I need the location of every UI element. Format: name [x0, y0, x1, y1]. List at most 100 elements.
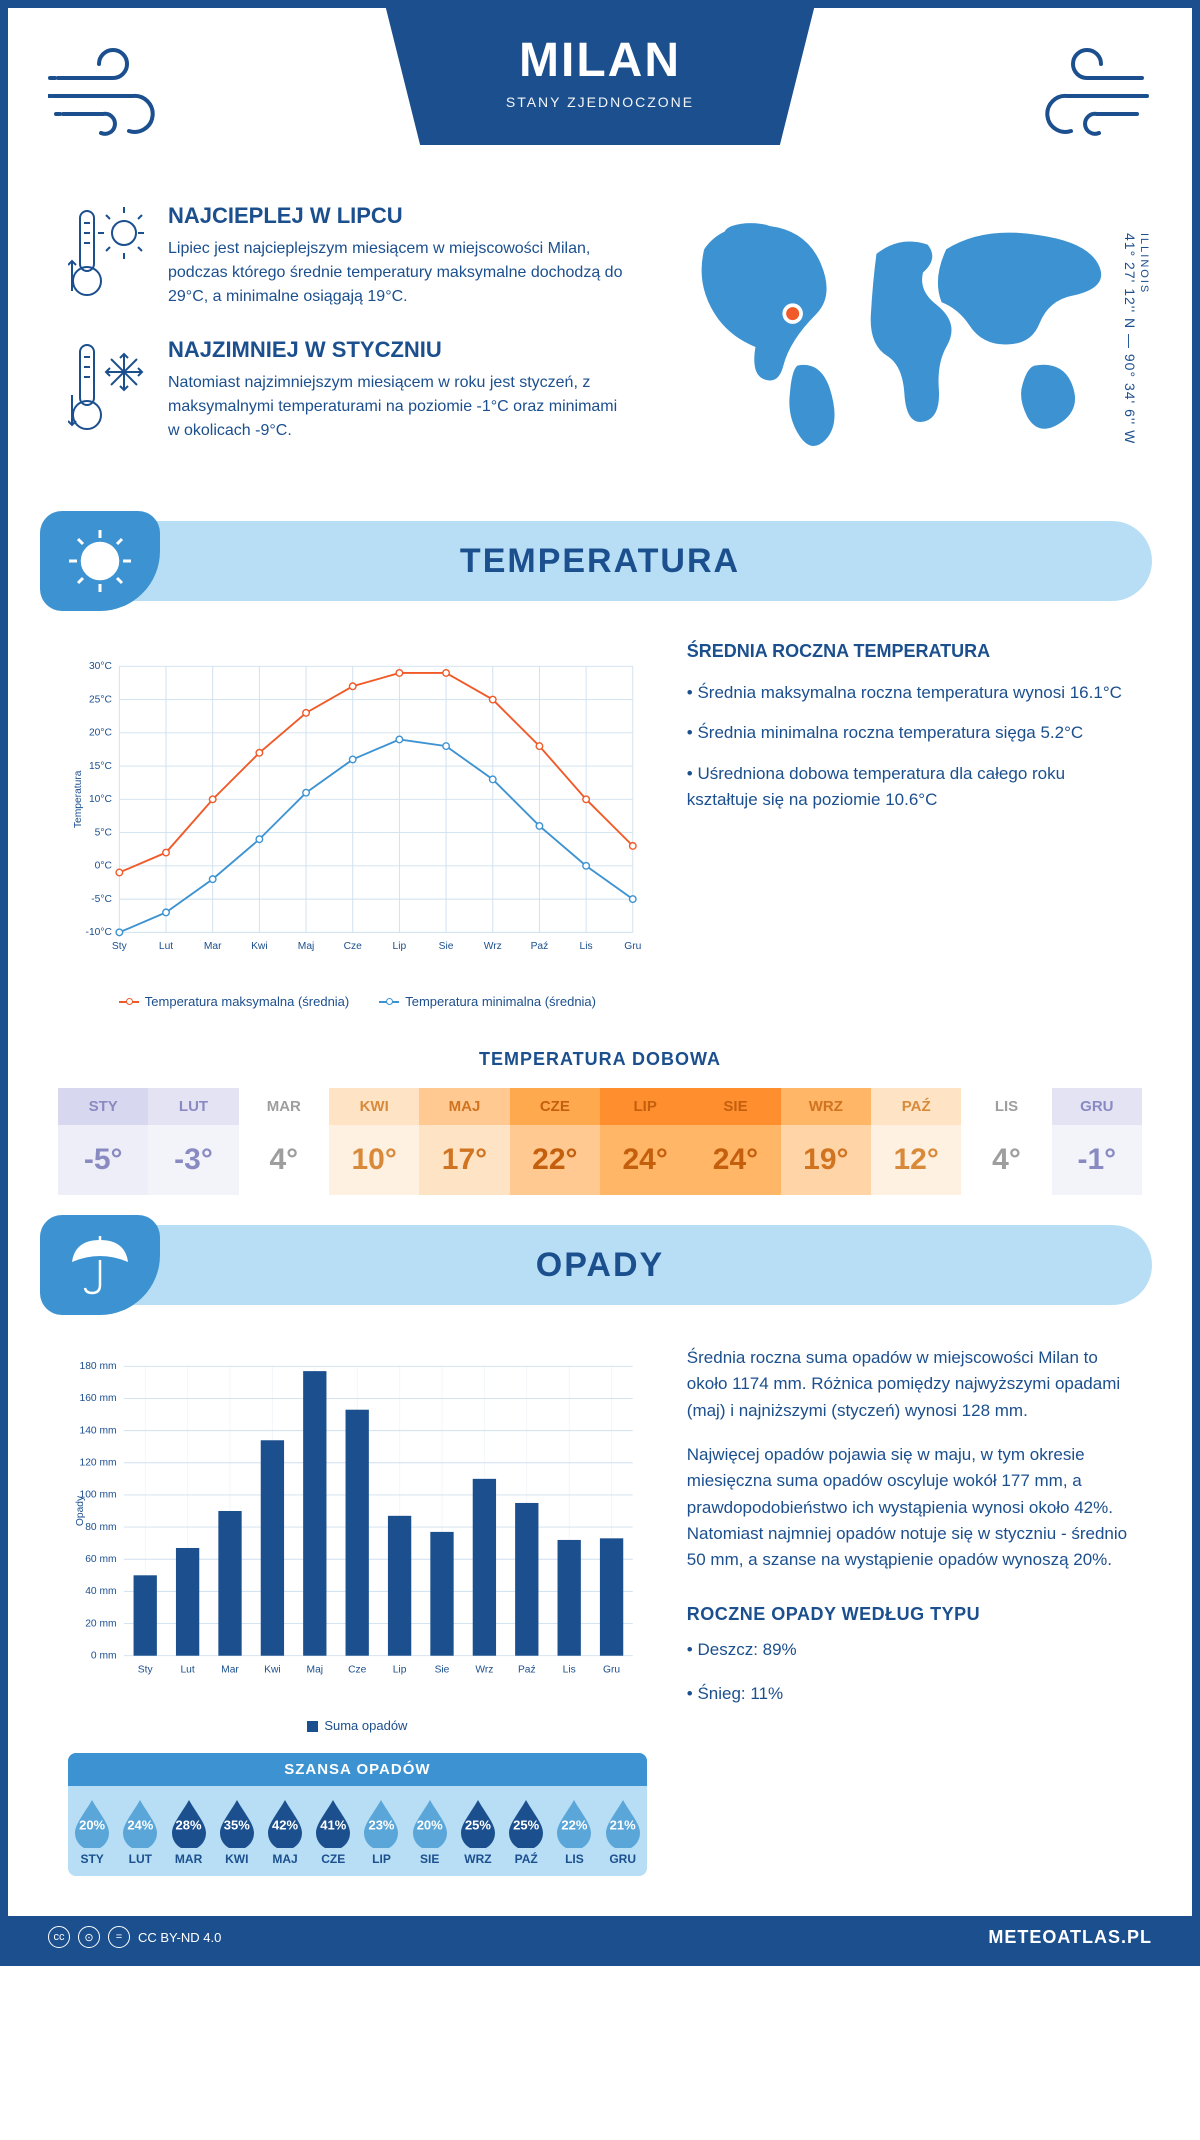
precip-legend-label: Suma opadów — [324, 1718, 407, 1733]
chance-month: SIE — [406, 1852, 454, 1866]
precipitation-section-header: OPADY — [48, 1225, 1152, 1305]
svg-text:25°C: 25°C — [89, 694, 113, 705]
chance-cell: 20% STY — [68, 1786, 116, 1876]
svg-text:20 mm: 20 mm — [85, 1618, 116, 1629]
svg-text:Sie: Sie — [439, 941, 454, 952]
coldest-title: NAJZIMNIEJ W STYCZNIU — [168, 337, 627, 363]
chance-month: STY — [68, 1852, 116, 1866]
svg-text:Opady: Opady — [75, 1495, 86, 1526]
daily-temp-value: -3° — [148, 1125, 238, 1195]
svg-text:Lut: Lut — [180, 1664, 194, 1675]
daily-temp-value: 4° — [239, 1125, 329, 1195]
precipitation-content: 0 mm20 mm40 mm60 mm80 mm100 mm120 mm140 … — [8, 1325, 1192, 1886]
license-text: CC BY-ND 4.0 — [138, 1930, 221, 1945]
raindrop-icon: 35% — [216, 1798, 258, 1848]
wind-icon — [48, 38, 188, 153]
svg-text:60 mm: 60 mm — [85, 1554, 116, 1565]
svg-text:Wrz: Wrz — [475, 1664, 493, 1675]
svg-text:Mar: Mar — [204, 941, 222, 952]
temperature-line-chart: -10°C-5°C0°C5°C10°C15°C20°C25°C30°CStyLu… — [68, 641, 647, 1009]
svg-text:Wrz: Wrz — [484, 941, 502, 952]
precipitation-heading: OPADY — [536, 1246, 664, 1285]
temperature-section-header: TEMPERATURA — [48, 521, 1152, 601]
svg-text:0°C: 0°C — [95, 861, 113, 872]
chance-month: WRZ — [454, 1852, 502, 1866]
temp-stat-bullet: • Uśredniona dobowa temperatura dla całe… — [687, 761, 1132, 814]
chance-cell: 21% GRU — [599, 1786, 647, 1876]
city-title: MILAN — [506, 33, 694, 88]
raindrop-icon: 20% — [409, 1798, 451, 1848]
daily-temp-value: 19° — [781, 1125, 871, 1195]
coordinates-label: ILLINOIS 41° 27' 12'' N — 90° 34' 6'' W — [1122, 233, 1150, 444]
thermometer-snow-icon — [68, 337, 148, 443]
site-brand: METEOATLAS.PL — [988, 1927, 1152, 1948]
svg-text:Kwi: Kwi — [264, 1664, 281, 1675]
daily-temp-month: MAR — [239, 1088, 329, 1125]
svg-text:160 mm: 160 mm — [80, 1393, 117, 1404]
svg-text:Paź: Paź — [518, 1664, 536, 1675]
raindrop-icon: 23% — [360, 1798, 402, 1848]
daily-temp-value: 24° — [690, 1125, 780, 1195]
coldest-block: NAJZIMNIEJ W STYCZNIU Natomiast najzimni… — [68, 337, 627, 443]
chance-cell: 23% LIP — [357, 1786, 405, 1876]
world-map-block: ILLINOIS 41° 27' 12'' N — 90° 34' 6'' W — [667, 203, 1132, 471]
chance-cell: 24% LUT — [116, 1786, 164, 1876]
daily-temp-month: GRU — [1052, 1088, 1142, 1125]
precip-legend: Suma opadów — [68, 1718, 647, 1733]
hottest-block: NAJCIEPLEJ W LIPCU Lipiec jest najcieple… — [68, 203, 627, 309]
svg-text:Sie: Sie — [435, 1664, 450, 1675]
temp-stat-bullet: • Średnia maksymalna roczna temperatura … — [687, 680, 1132, 706]
country-subtitle: STANY ZJEDNOCZONE — [506, 94, 694, 110]
svg-text:Kwi: Kwi — [251, 941, 268, 952]
chance-month: CZE — [309, 1852, 357, 1866]
raindrop-icon: 42% — [264, 1798, 306, 1848]
svg-text:Gru: Gru — [624, 941, 641, 952]
chance-cell: 25% PAŹ — [502, 1786, 550, 1876]
svg-text:120 mm: 120 mm — [80, 1458, 117, 1469]
title-banner: MILAN STANY ZJEDNOCZONE — [386, 8, 814, 145]
svg-text:-10°C: -10°C — [86, 927, 113, 938]
chance-title: SZANSA OPADÓW — [68, 1753, 647, 1786]
coldest-body: Natomiast najzimniejszym miesiącem w rok… — [168, 371, 627, 443]
daily-temp-value: 24° — [600, 1125, 690, 1195]
daily-temp-month: STY — [58, 1088, 148, 1125]
raindrop-icon: 22% — [553, 1798, 595, 1848]
chance-month: MAJ — [261, 1852, 309, 1866]
state-label: ILLINOIS — [1138, 233, 1150, 438]
chance-value: 21% — [610, 1818, 636, 1833]
wind-icon — [1012, 38, 1152, 153]
by-icon: ⊙ — [78, 1926, 100, 1948]
precip-type-heading: ROCZNE OPADY WEDŁUG TYPU — [687, 1604, 1132, 1625]
svg-text:Temperatura: Temperatura — [73, 770, 84, 828]
svg-text:-5°C: -5°C — [91, 894, 112, 905]
svg-text:Mar: Mar — [221, 1664, 239, 1675]
daily-temp-month: MAJ — [419, 1088, 509, 1125]
raindrop-icon: 25% — [457, 1798, 499, 1848]
precip-stat-paragraph: Najwięcej opadów pojawia się w maju, w t… — [687, 1442, 1132, 1574]
daily-temp-value: 17° — [419, 1125, 509, 1195]
page-header: MILAN STANY ZJEDNOCZONE — [8, 8, 1192, 173]
temperature-heading: TEMPERATURA — [460, 542, 740, 581]
svg-text:Sty: Sty — [138, 1664, 154, 1675]
page-footer: cc ⊙ = CC BY-ND 4.0 METEOATLAS.PL — [8, 1916, 1192, 1958]
precip-type-bullet: • Deszcz: 89% — [687, 1637, 1132, 1663]
daily-temp-value: 12° — [871, 1125, 961, 1195]
world-map-icon — [667, 203, 1132, 463]
precipitation-stats: Średnia roczna suma opadów w miejscowośc… — [687, 1345, 1132, 1876]
svg-text:5°C: 5°C — [95, 827, 113, 838]
svg-text:Cze: Cze — [344, 941, 363, 952]
svg-text:30°C: 30°C — [89, 661, 113, 672]
chance-value: 23% — [368, 1818, 394, 1833]
daily-temp-month: CZE — [510, 1088, 600, 1125]
license-block: cc ⊙ = CC BY-ND 4.0 — [48, 1926, 221, 1948]
hottest-title: NAJCIEPLEJ W LIPCU — [168, 203, 627, 229]
chance-month: LIS — [550, 1852, 598, 1866]
raindrop-icon: 20% — [71, 1798, 113, 1848]
svg-text:Lip: Lip — [393, 1664, 407, 1675]
raindrop-icon: 41% — [312, 1798, 354, 1848]
daily-temp-month: KWI — [329, 1088, 419, 1125]
chance-cell: 25% WRZ — [454, 1786, 502, 1876]
chance-month: PAŹ — [502, 1852, 550, 1866]
chance-value: 28% — [176, 1818, 202, 1833]
chance-cell: 41% CZE — [309, 1786, 357, 1876]
